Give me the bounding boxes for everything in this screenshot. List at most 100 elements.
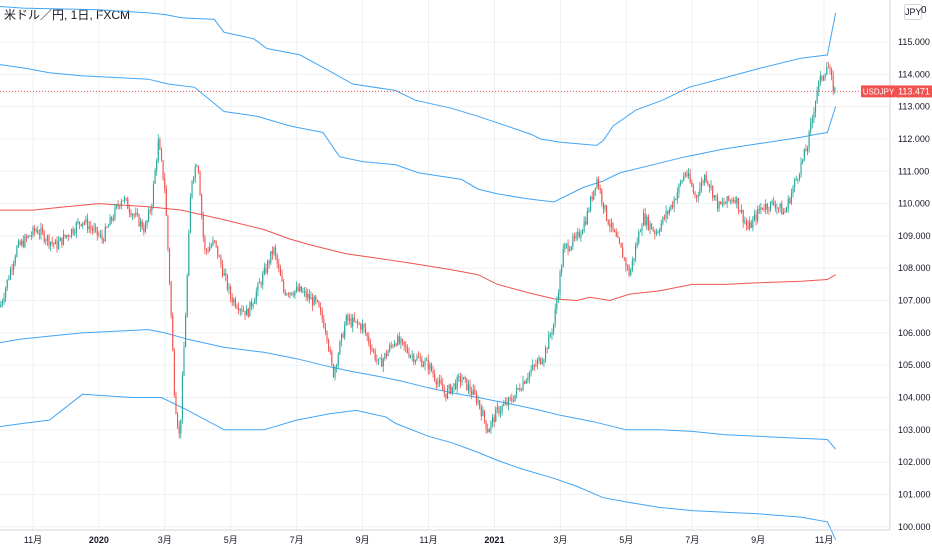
candle-body: [819, 75, 821, 82]
candle-body: [215, 240, 217, 246]
candle-body: [365, 327, 367, 334]
band-lower-outer: [0, 393, 837, 540]
candle-body: [432, 370, 434, 375]
candle-body: [606, 205, 608, 221]
candles: [0, 61, 836, 439]
candle-body: [254, 300, 256, 304]
candle-body: [24, 236, 26, 247]
candle-body: [384, 353, 386, 359]
candle-body: [583, 221, 585, 231]
candle-body: [585, 221, 587, 225]
candle-body: [832, 75, 834, 92]
candle-body: [295, 287, 298, 291]
candle-body: [569, 249, 571, 252]
candle-body: [302, 291, 304, 293]
candle-body: [414, 360, 416, 363]
candle-body: [236, 306, 238, 309]
candle-body: [287, 293, 290, 295]
candle-body: [834, 87, 836, 92]
candle-body: [741, 210, 743, 212]
candle-body: [376, 359, 378, 361]
candle-body: [737, 198, 739, 211]
candle-body: [207, 250, 209, 252]
candle-body: [708, 184, 711, 188]
candle-body: [667, 211, 669, 214]
candle-body: [778, 207, 780, 209]
candle-body: [561, 267, 563, 273]
candle-body: [167, 215, 169, 249]
candle-body: [257, 283, 259, 292]
candle-body: [191, 180, 193, 198]
candle-body: [130, 212, 132, 216]
candle-body: [755, 214, 757, 221]
candle-body: [718, 201, 720, 209]
candle-body: [565, 244, 568, 245]
candle-body: [403, 341, 405, 346]
candle-body: [410, 355, 412, 357]
y-tick-label: 110.000: [898, 199, 930, 209]
candle-body: [366, 333, 368, 337]
candle-body: [146, 220, 148, 225]
y-axis: 115.000 114.000 113.000 112.000 111.000 110.0…: [889, 0, 931, 532]
candle-body: [416, 356, 418, 361]
candle-body: [123, 198, 126, 201]
currency-button[interactable]: JPY: [904, 4, 922, 20]
candle-body: [90, 226, 92, 229]
candle-body: [784, 211, 786, 213]
candle-body: [164, 178, 166, 189]
candle-body: [152, 183, 155, 206]
candle-body: [32, 227, 34, 236]
grid: [0, 0, 890, 530]
candle-body: [95, 227, 97, 228]
candle-body: [679, 182, 682, 185]
candle-body: [535, 365, 537, 366]
candle-body: [723, 202, 725, 204]
candle-body: [612, 222, 614, 230]
candle-body: [231, 297, 233, 303]
y-tick-label: 108.000: [898, 263, 931, 273]
candle-body: [212, 240, 214, 246]
candle-body: [495, 408, 497, 422]
candle-body: [371, 349, 373, 351]
candle-body: [522, 381, 524, 390]
candle-body: [226, 275, 228, 290]
candle-body: [217, 245, 219, 257]
candle-body: [731, 200, 733, 202]
candle-body: [668, 209, 670, 214]
candle-body: [297, 287, 299, 291]
candle-body: [747, 225, 749, 229]
candle-body: [35, 230, 37, 232]
candle-body: [421, 358, 423, 367]
candle-body: [278, 263, 280, 269]
candle-body: [168, 248, 171, 283]
candle-body: [663, 217, 666, 219]
candle-body: [87, 218, 89, 230]
candle-body: [488, 429, 490, 433]
candle-body: [816, 90, 818, 102]
candle-body: [54, 240, 57, 245]
candle-body: [27, 235, 29, 238]
x-tick-label: 7月: [685, 535, 699, 545]
candle-body: [340, 333, 343, 342]
candle-body: [455, 383, 457, 390]
candle-body: [553, 323, 555, 333]
candle-body: [353, 317, 355, 322]
candle-body: [98, 234, 100, 236]
candle-body: [313, 296, 315, 306]
candle-body: [172, 315, 174, 351]
candle-body: [122, 200, 124, 202]
candle-body: [318, 301, 320, 308]
x-tick-label: 3月: [158, 535, 172, 545]
candle-body: [162, 160, 164, 179]
candle-body: [485, 420, 487, 430]
x-tick-label: 5月: [224, 535, 238, 545]
candle-body: [647, 216, 649, 230]
candle-body: [720, 201, 722, 204]
candle-body: [303, 291, 306, 292]
candle-body: [622, 247, 624, 258]
candle-body: [355, 320, 357, 322]
candle-body: [119, 206, 121, 208]
candle-body: [342, 333, 344, 338]
candle-body: [450, 384, 452, 394]
